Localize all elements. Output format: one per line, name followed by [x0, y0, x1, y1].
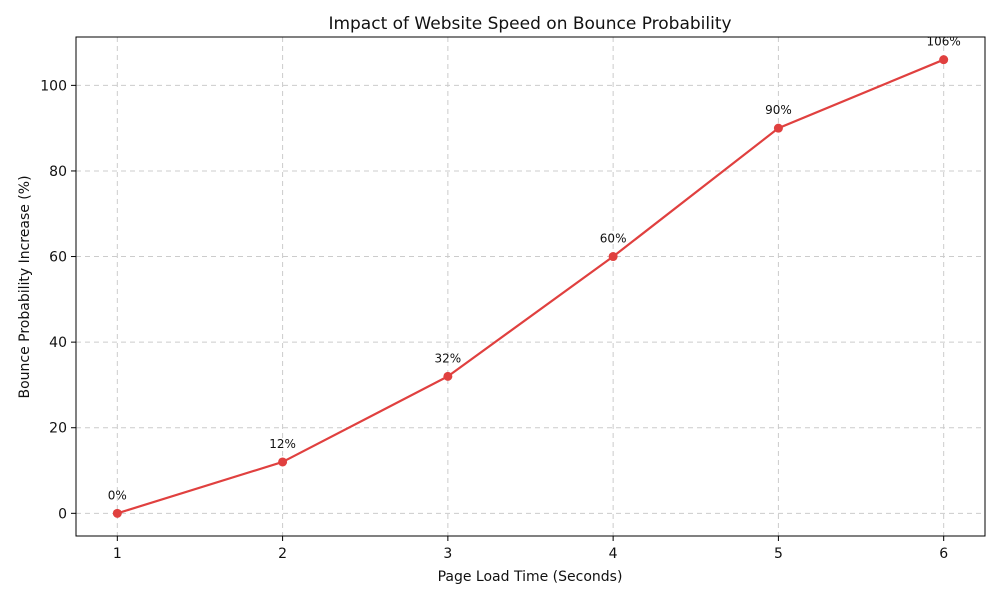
y-tick-label: 40: [49, 335, 67, 351]
data-label: 90%: [765, 103, 792, 117]
data-point: [939, 55, 949, 65]
x-axis-label: Page Load Time (Seconds): [438, 569, 623, 585]
y-tick-label: 80: [49, 164, 67, 180]
data-labels: 0% 12% 32% 60% 90% 106%: [108, 35, 961, 503]
y-tick-label: 0: [58, 506, 67, 522]
data-label: 12%: [269, 437, 296, 451]
series-line: [116, 58, 945, 515]
data-point: [278, 457, 288, 467]
x-tick-label: 1: [113, 546, 122, 562]
series-layer: [112, 55, 949, 518]
data-label: 0%: [108, 488, 127, 502]
x-tick-label: 2: [278, 546, 287, 562]
y-axis-label: Bounce Probability Increase (%): [17, 175, 33, 398]
grid-layer: [76, 37, 985, 536]
data-point: [443, 371, 453, 381]
y-ticks: 0 20 40 60 80 100: [40, 78, 76, 522]
data-label: 32%: [435, 351, 462, 365]
x-ticks: 1 2 3 4 5 6: [113, 536, 948, 562]
data-point: [112, 508, 122, 518]
y-tick-label: 100: [40, 78, 67, 94]
chart-title: Impact of Website Speed on Bounce Probab…: [328, 14, 731, 34]
y-tick-label: 60: [49, 250, 67, 266]
x-tick-label: 6: [939, 546, 948, 562]
plot-area-frame: [75, 36, 986, 537]
y-tick-label: 20: [49, 421, 67, 437]
data-point: [773, 123, 783, 133]
x-tick-label: 3: [443, 546, 452, 562]
data-label: 106%: [927, 35, 961, 49]
x-tick-label: 4: [609, 546, 618, 562]
data-point: [608, 252, 618, 262]
data-label: 60%: [600, 232, 627, 246]
x-tick-label: 5: [774, 546, 783, 562]
